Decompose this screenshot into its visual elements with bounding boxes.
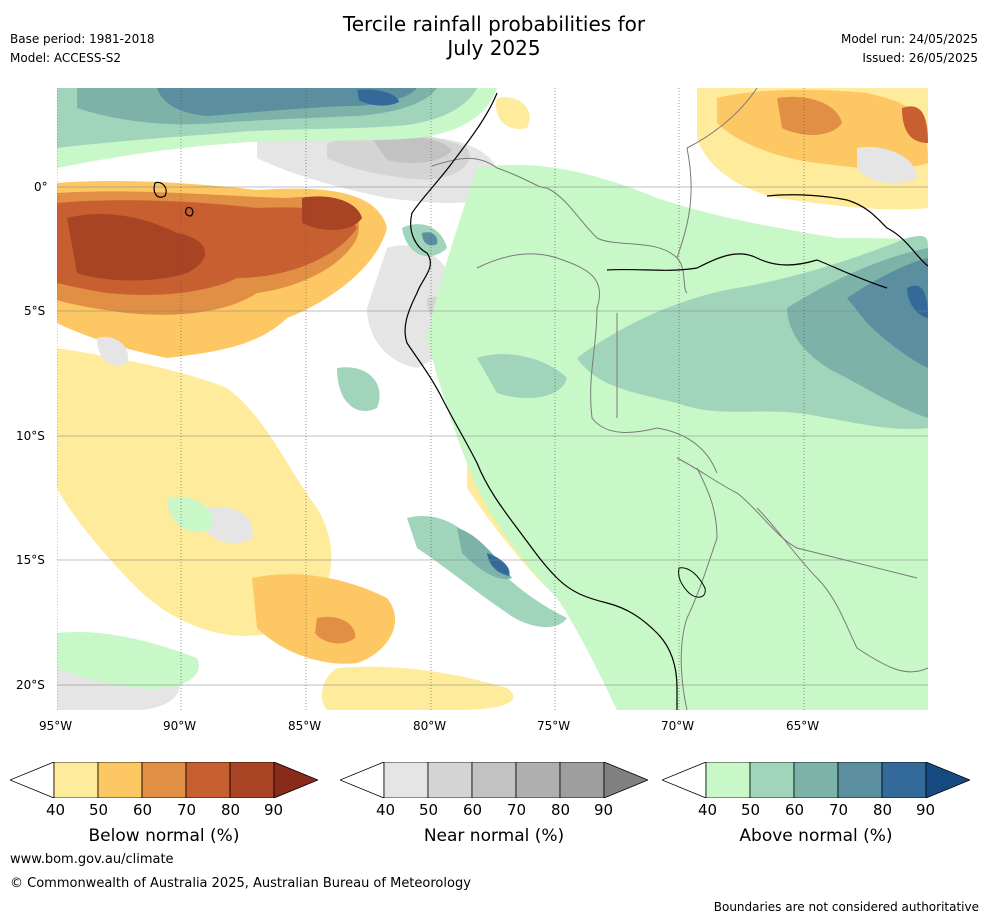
tick: 60 [463,801,483,819]
country-borders [431,88,928,710]
colorbar-below-swatches [10,762,318,798]
lon-label-70w: 70°W [661,719,695,733]
tick: 90 [594,801,614,819]
colorbar-near-swatch-2 [427,762,473,798]
lat-label-20s: 20°S [16,678,45,692]
disclaimer-text: Boundaries are not considered authoritat… [713,900,979,914]
colorbar-above-swatch-1 [705,762,751,798]
tick: 80 [221,801,241,819]
map-gridlines [57,186,928,686]
colorbar-below-swatch-3 [141,762,187,798]
lat-label-0: 0° [34,180,48,194]
map-title: Tercile rainfall probabilities for July … [0,12,988,60]
colorbar-near-normal [340,762,648,798]
tick: 90 [264,801,284,819]
colorbar-above-swatch-3 [793,762,839,798]
lat-label-15s: 15°S [16,553,45,567]
tick: 50 [419,801,439,819]
tick: 70 [177,801,197,819]
colorbar-above-swatch-5 [881,762,927,798]
colorbar-above-swatch-2 [749,762,795,798]
colorbar-below-swatch-4 [185,762,231,798]
copyright-text: © Commonwealth of Australia 2025, Austra… [10,876,471,891]
lon-label-75w: 75°W [537,719,571,733]
colorbar-near-ticks: 40 50 60 70 80 90 [340,801,648,821]
model-run-text: Model run: 24/05/2025 [840,32,978,46]
base-period-text: Base period: 1981-2018 [10,32,155,46]
colorbar-near-swatch-1 [383,762,429,798]
colorbar-above-swatches [662,762,970,798]
lon-label-90w: 90°W [163,719,197,733]
tick: 40 [46,801,66,819]
colorbar-near-label: Near normal (%) [423,826,565,846]
tick: 70 [507,801,527,819]
lon-label-65w: 65°W [786,719,820,733]
tick: 60 [133,801,153,819]
rainfall-map [57,88,928,710]
lon-label-85w: 85°W [288,719,322,733]
colorbar-near-swatch-4 [515,762,561,798]
lake-titicaca [678,567,706,598]
tick: 50 [741,801,761,819]
issued-text: Issued: 26/05/2025 [862,51,978,65]
tick: 40 [376,801,396,819]
colorbar-above-max-extend [925,762,970,798]
colorbar-near-swatch-3 [471,762,517,798]
colorbar-near-min-extend [340,762,385,798]
colorbar-near-swatches [340,762,648,798]
tick: 80 [551,801,571,819]
model-text: Model: ACCESS-S2 [10,51,122,65]
colorbar-below-label: Below normal (%) [88,826,240,846]
website-link[interactable]: www.bom.gov.au/climate [10,852,174,867]
colorbar-below-swatch-5 [229,762,275,798]
colorbar-near-max-extend [603,762,648,798]
tick: 50 [89,801,109,819]
colorbar-below-ticks: 40 50 60 70 80 90 [10,801,318,821]
tick: 80 [873,801,893,819]
lat-label-5s: 5°S [24,304,46,318]
colorbar-above-normal [662,762,970,798]
colorbar-below-swatch-2 [97,762,143,798]
lat-label-10s: 10°S [16,429,45,443]
lon-label-95w: 95°W [39,719,73,733]
colorbar-above-ticks: 40 50 60 70 80 90 [662,801,970,821]
title-line-1: Tercile rainfall probabilities for [342,12,646,36]
colorbar-below-max-extend [273,762,318,798]
title-line-2: July 2025 [447,36,541,60]
tick: 60 [785,801,805,819]
tick: 70 [829,801,849,819]
colorbar-above-min-extend [662,762,707,798]
colorbar-above-label: Above normal (%) [739,826,893,846]
colorbar-below-min-extend [10,762,55,798]
tick: 90 [916,801,936,819]
lon-label-80w: 80°W [413,719,447,733]
colorbar-above-swatch-4 [837,762,883,798]
colorbar-below-swatch-1 [53,762,99,798]
colorbar-below-normal [10,762,318,798]
colorbar-near-swatch-5 [559,762,605,798]
coastline [153,92,928,710]
tick: 40 [698,801,718,819]
